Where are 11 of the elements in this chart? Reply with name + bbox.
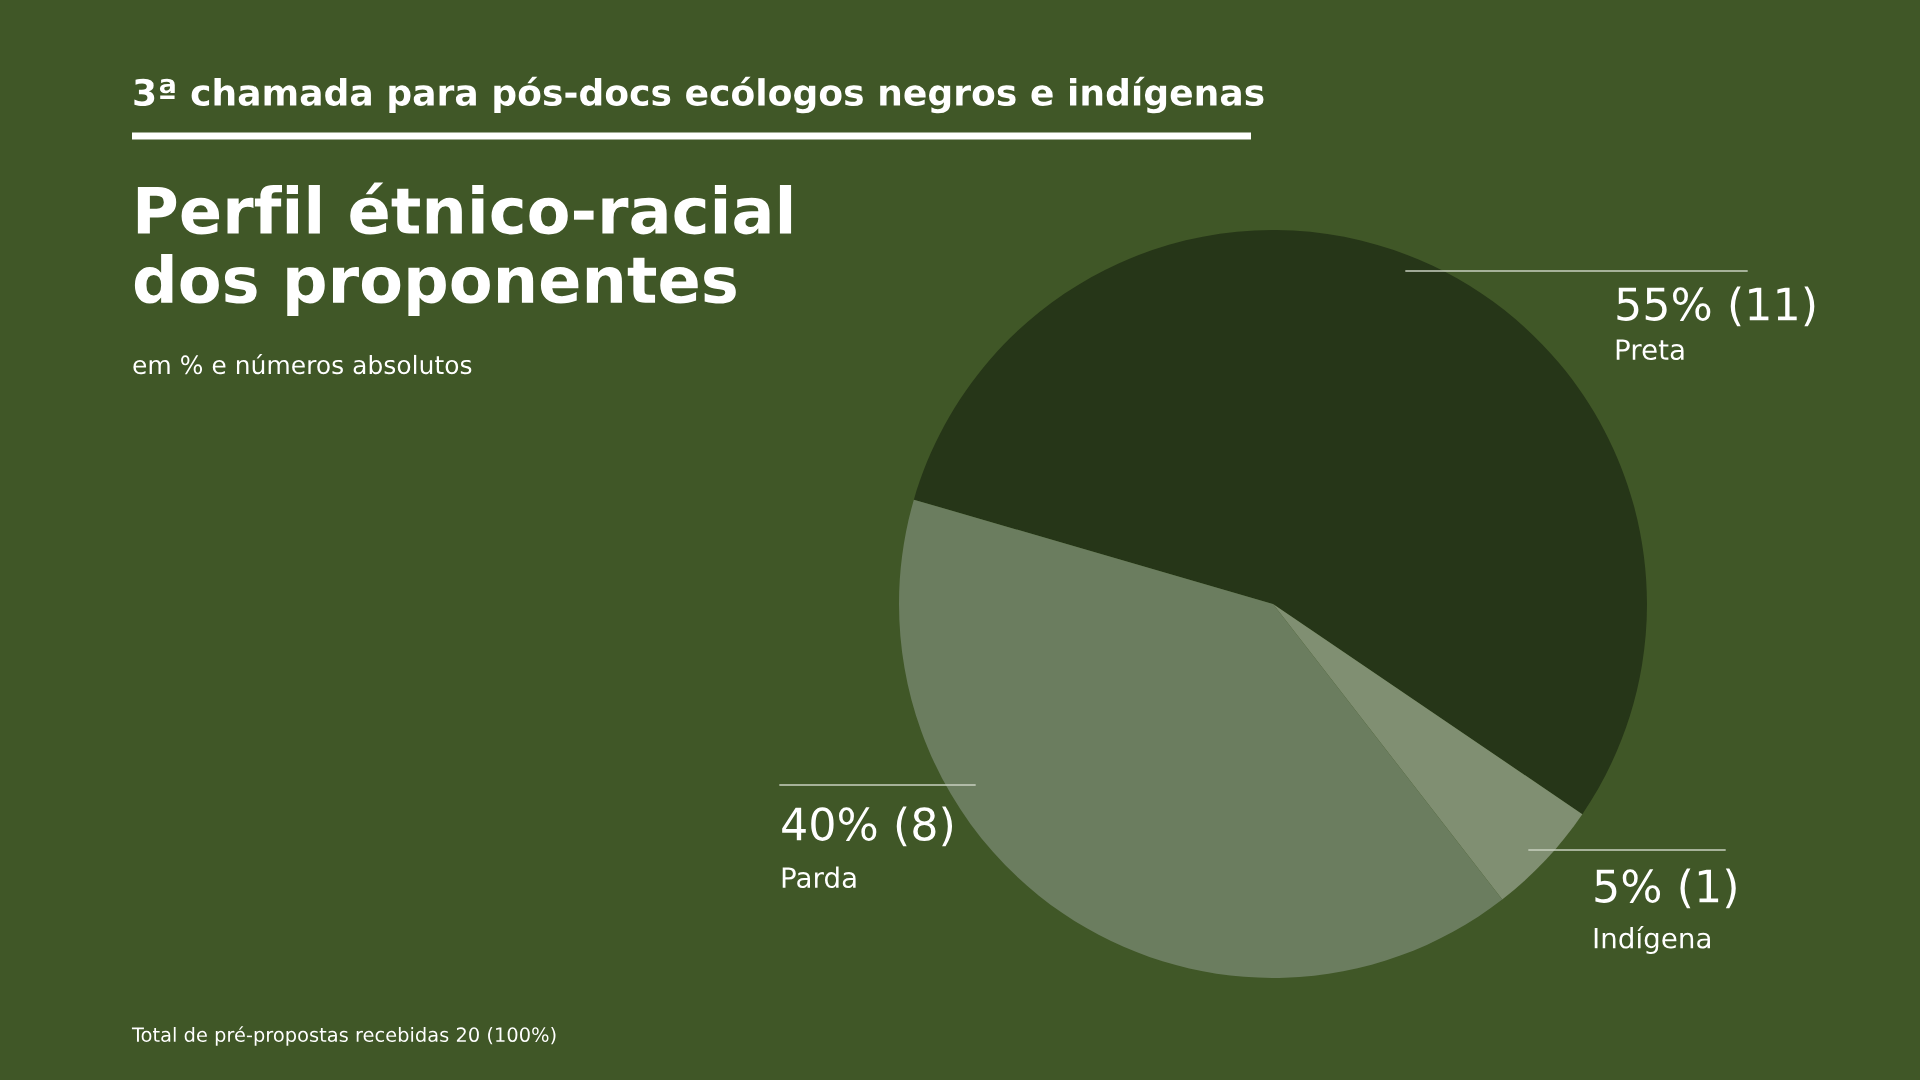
text: em % e números absolutos	[133, 353, 472, 375]
data-label: 5% (1)	[1595, 868, 1736, 909]
slice-label: Indígena	[1594, 926, 1710, 954]
data-label: 40% (8)	[782, 806, 953, 847]
chart-title: 3ª chamada para pós-docs ecólogos negros e indígenas	[134, 76, 1264, 114]
slice-label: Preta	[1616, 339, 1684, 361]
text: Total de pré-propostas recebidas 20 (100%)	[131, 1026, 556, 1046]
pie-slice	[1273, 604, 1583, 900]
slice-label: Parda	[782, 866, 856, 889]
data-label: 55% (11)	[1617, 286, 1815, 327]
chart-subtitle: Perfil étnico-racial dos proponentes	[134, 182, 792, 316]
